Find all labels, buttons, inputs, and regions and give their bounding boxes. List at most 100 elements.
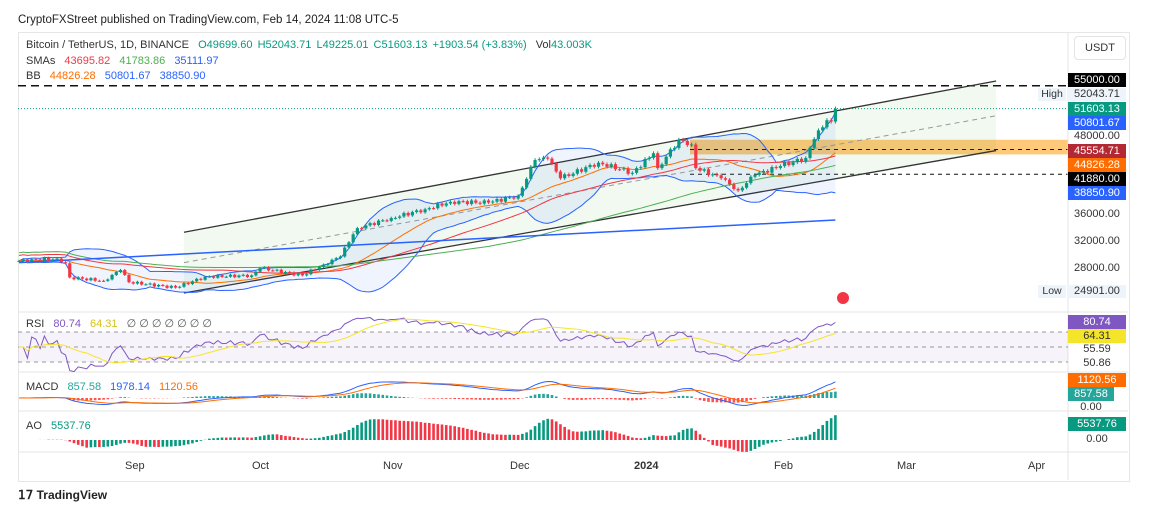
- macd-histogram-bar: [677, 396, 681, 398]
- ao-bar: [631, 437, 634, 440]
- ao-bar: [428, 423, 431, 440]
- candle: [516, 195, 520, 199]
- bb-legend[interactable]: BB 44826.28 50801.67 38850.90: [26, 70, 212, 83]
- ao-bar: [216, 437, 220, 440]
- candle: [220, 275, 224, 277]
- ao-bar: [812, 431, 816, 440]
- ao-bar: [711, 440, 715, 446]
- ao-label: AO: [26, 420, 42, 432]
- candle: [605, 164, 609, 167]
- macd-histogram-bar: [635, 398, 638, 401]
- ohlc-low: L49225.01: [316, 39, 369, 51]
- ao-bar: [660, 435, 664, 440]
- candle: [571, 173, 575, 176]
- macd-histogram-bar: [504, 398, 507, 400]
- candle: [601, 162, 605, 165]
- macd-histogram-bar: [669, 397, 672, 398]
- macd-histogram-bar: [690, 396, 693, 398]
- ao-bar: [305, 438, 308, 440]
- macd-histogram-bar: [356, 393, 359, 398]
- ao-bar: [229, 437, 232, 440]
- rsi-legend[interactable]: RSI 80.74 64.31 ∅ ∅ ∅ ∅ ∅ ∅ ∅: [26, 318, 218, 331]
- ao-bar: [444, 425, 448, 440]
- candle: [529, 166, 533, 179]
- candle: [233, 274, 237, 278]
- macd-histogram-bar: [326, 397, 330, 398]
- ao-bar: [415, 421, 418, 440]
- macd-histogram-bar: [673, 396, 676, 398]
- macd-histogram-bar: [774, 395, 778, 398]
- candle: [706, 169, 711, 176]
- candle: [753, 174, 757, 177]
- candle: [343, 247, 347, 257]
- ao-bar: [220, 437, 224, 440]
- ao-bar: [144, 440, 148, 447]
- macd-histogram-bar: [516, 398, 520, 400]
- macd-histogram-bar: [351, 394, 355, 398]
- sma-legend[interactable]: SMAs 43695.82 41783.86 35111.97: [26, 55, 225, 68]
- ao-bar: [592, 430, 596, 440]
- candle: [118, 270, 123, 273]
- ao-bar: [707, 440, 710, 442]
- ao-bar: [292, 437, 296, 440]
- candle: [309, 269, 313, 275]
- candle: [385, 220, 389, 222]
- macd-histogram-bar: [487, 398, 490, 400]
- ao-bar: [123, 440, 127, 443]
- macd-histogram-bar: [601, 398, 605, 399]
- ao-bar: [68, 440, 72, 442]
- candle: [575, 169, 579, 174]
- ao-bar: [694, 430, 698, 440]
- ao-bar: [757, 440, 761, 447]
- sma-value-3: 35111.97: [174, 55, 219, 67]
- candle: [537, 159, 541, 161]
- ao-bar: [787, 439, 791, 440]
- candle: [178, 286, 182, 288]
- candle: [97, 280, 101, 282]
- candle: [829, 120, 833, 122]
- ao-bar: [364, 420, 368, 440]
- ao-bar: [224, 437, 228, 440]
- candle: [368, 223, 372, 226]
- currency-button[interactable]: USDT: [1074, 36, 1126, 60]
- macd-histogram-bar: [639, 398, 643, 400]
- low-value: 24901.00: [1068, 285, 1126, 298]
- macd-histogram-bar: [588, 398, 592, 400]
- footer-brand: TradingView: [36, 488, 108, 502]
- macd-signal-line: [18, 382, 836, 404]
- macd-histogram-bar: [470, 398, 473, 400]
- ao-legend[interactable]: AO 5537.76: [26, 420, 97, 433]
- ao-bar: [153, 440, 156, 447]
- ao-bar: [461, 427, 465, 440]
- macd-histogram-bar: [271, 396, 275, 398]
- macd-histogram-bar: [622, 398, 626, 400]
- candle: [550, 158, 554, 164]
- candle: [72, 277, 76, 280]
- ao-bar: [436, 424, 440, 440]
- channel-mid-line: [183, 115, 997, 264]
- candle: [740, 187, 744, 191]
- ao-bar: [690, 428, 693, 440]
- tradingview-logo[interactable]: 𝟣𝟩 TradingView: [18, 488, 107, 502]
- candle: [258, 268, 262, 272]
- macd-histogram-bar: [580, 398, 583, 400]
- ao-bar: [360, 422, 363, 440]
- candle: [85, 278, 89, 281]
- candle: [491, 201, 495, 203]
- symbol-name: Bitcoin / TetherUS, 1D, BINANCE: [26, 39, 190, 51]
- candle: [816, 130, 821, 140]
- candle: [360, 228, 364, 230]
- candle: [203, 276, 207, 280]
- macd-histogram-bar: [474, 398, 478, 400]
- ao-bar: [419, 422, 423, 440]
- candle: [190, 281, 195, 285]
- price-tag-last: 51603.13: [1068, 102, 1126, 116]
- ao-bar: [81, 440, 84, 447]
- macd-histogram-bar: [398, 396, 401, 398]
- macd-legend[interactable]: MACD 857.58 1978.14 1120.56: [26, 381, 204, 394]
- macd-histogram-bar: [597, 398, 600, 400]
- ao-bar: [72, 440, 76, 444]
- ao-bar: [639, 438, 643, 440]
